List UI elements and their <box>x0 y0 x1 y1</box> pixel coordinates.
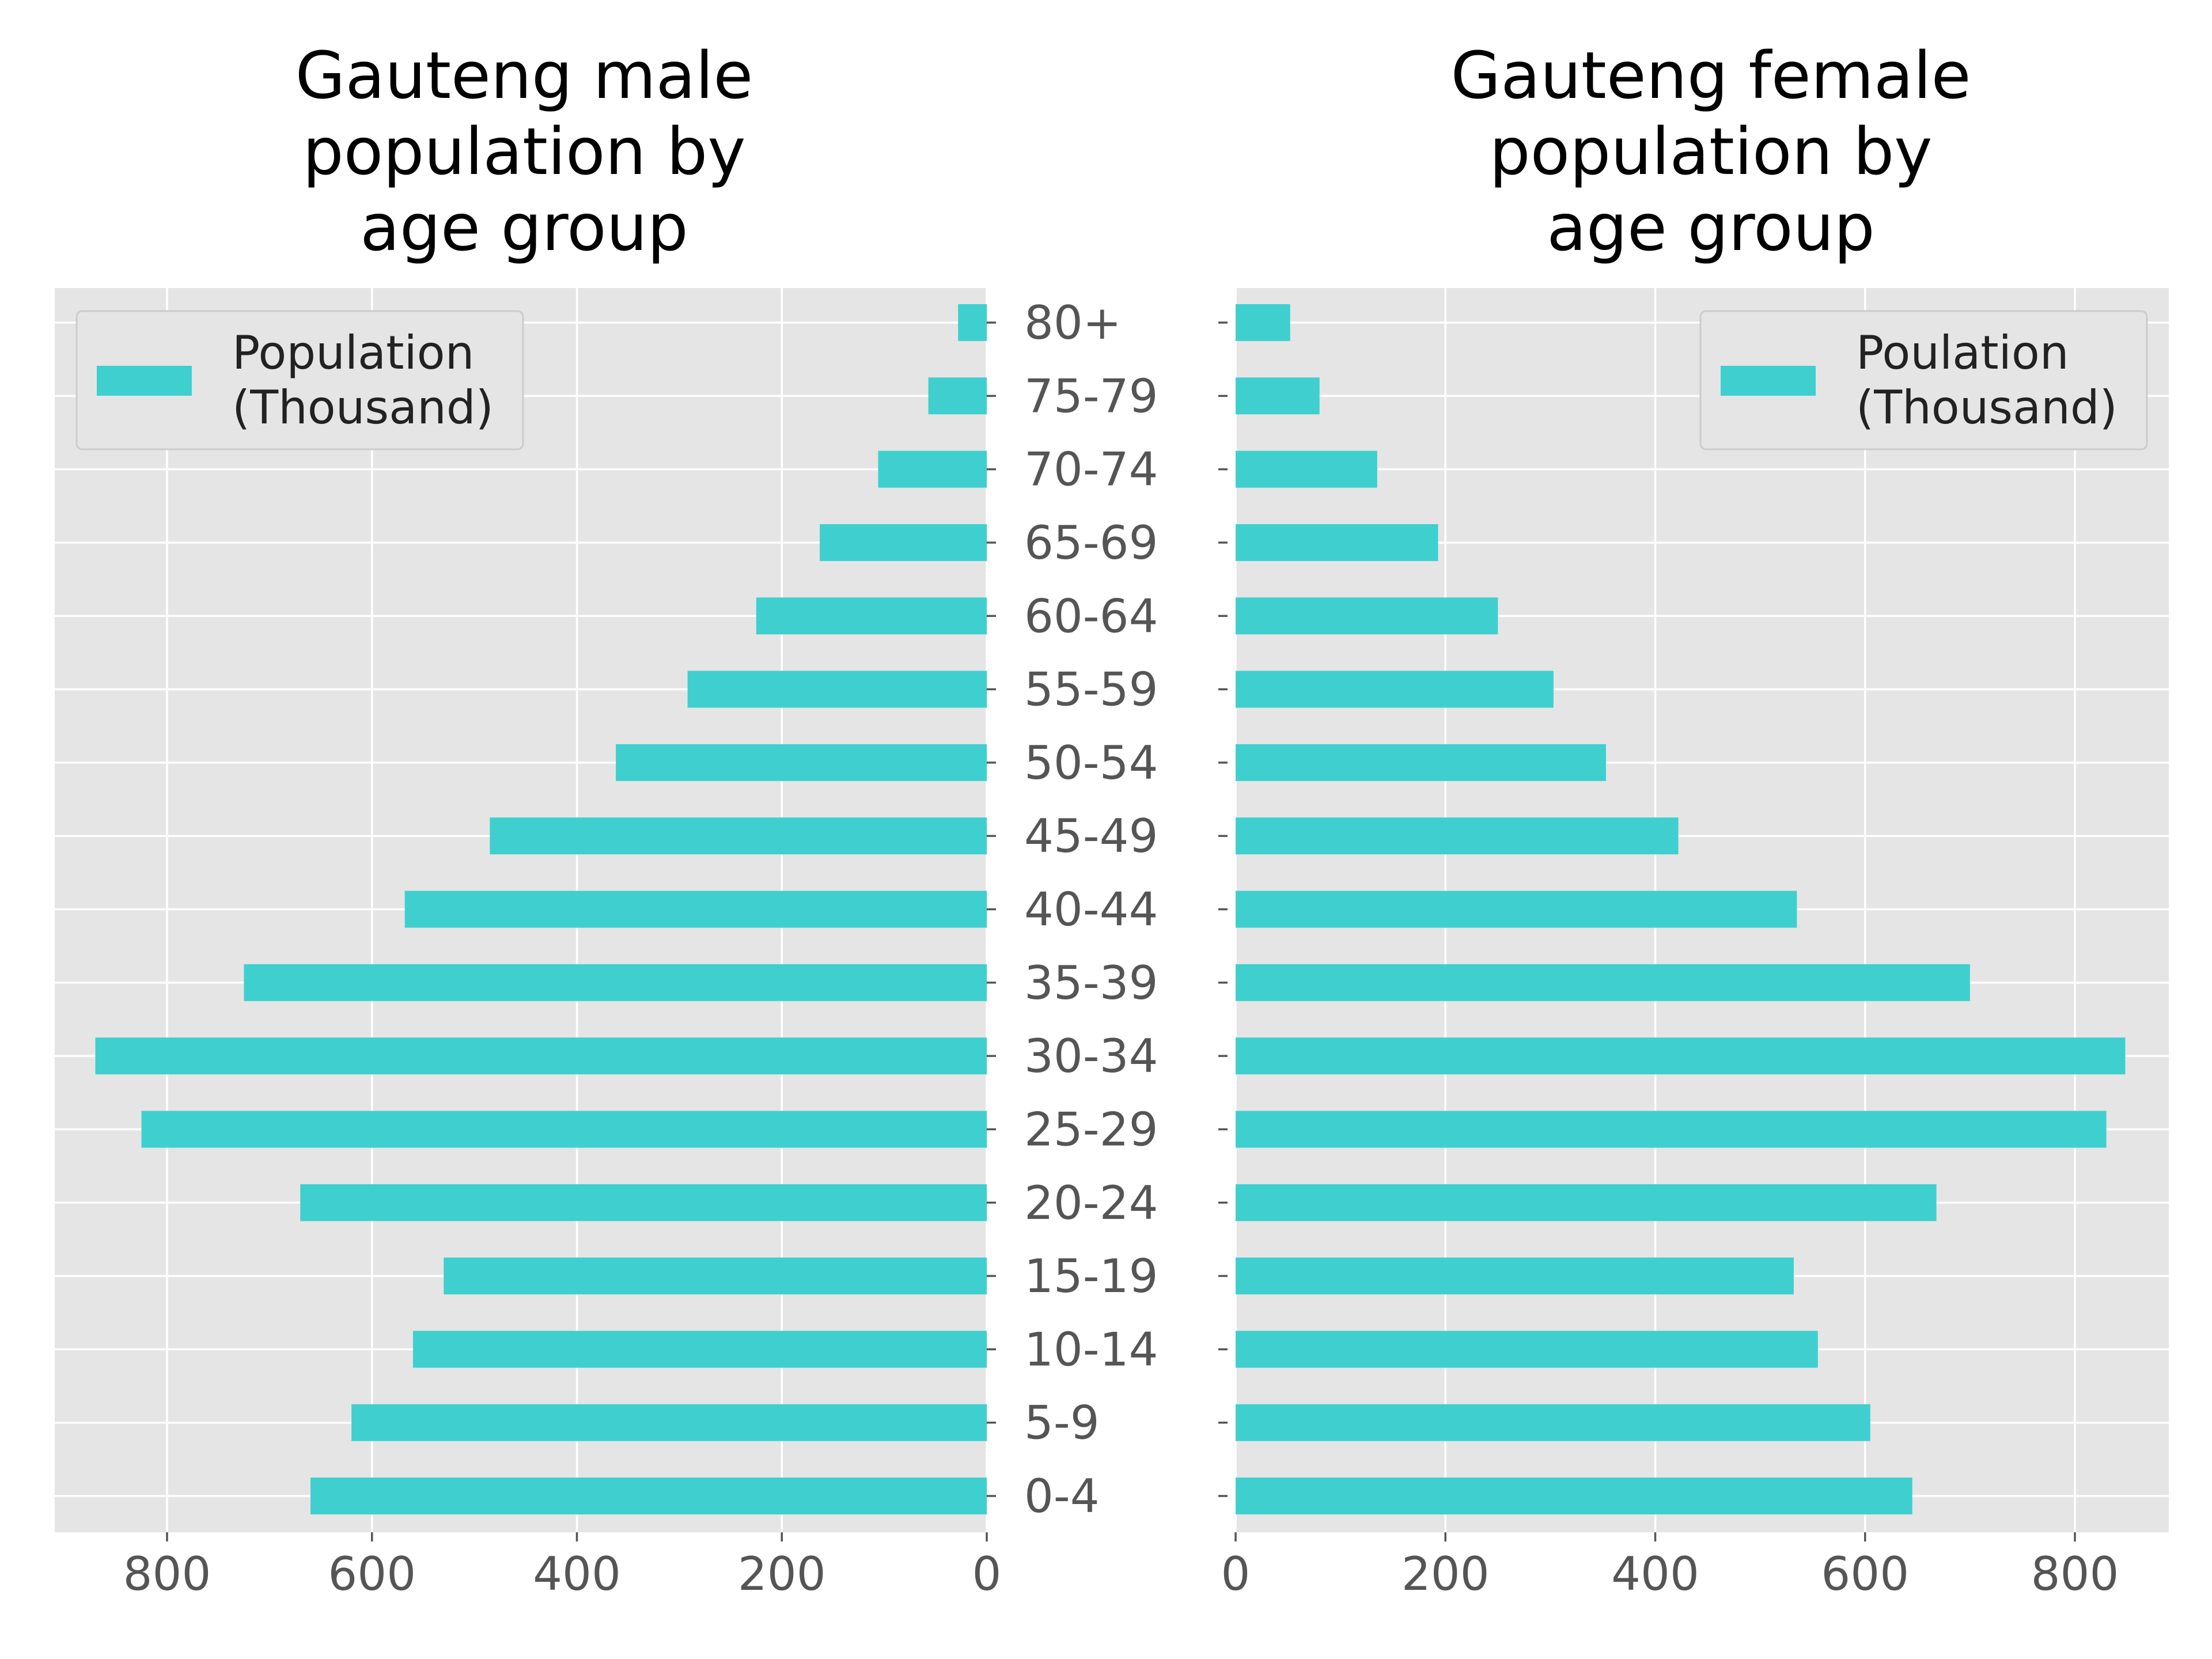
x-tick-label: 400 <box>1611 1547 1699 1601</box>
bar-10-14 <box>1236 1331 1818 1368</box>
bar-80+ <box>1236 304 1290 341</box>
bar-50-54 <box>616 744 987 781</box>
bar-70-74 <box>878 450 987 488</box>
bar-25-29 <box>1236 1111 2107 1148</box>
bar-30-34 <box>1236 1037 2126 1075</box>
y-tick-label: 70-74 <box>1024 443 1158 497</box>
bar-40-44 <box>404 891 987 928</box>
bar-10-14 <box>412 1331 987 1368</box>
chart-panel-1: 0 200 400 600 800 Gauteng female population by… <box>1218 39 2169 1601</box>
legend: Population (Thousand) <box>75 310 524 450</box>
bar-55-59 <box>687 671 987 708</box>
x-tick-label: 0 <box>1221 1547 1251 1601</box>
x-tick-label: 200 <box>1402 1547 1490 1601</box>
chart-title: Gauteng male population by age group <box>296 39 753 266</box>
bar-60-64 <box>1236 597 1498 635</box>
bar-45-49 <box>490 817 987 855</box>
bar-40-44 <box>1236 891 1797 928</box>
bar-35-39 <box>1236 964 1970 1001</box>
y-tick-label: 5-9 <box>1024 1396 1100 1450</box>
chart-panel-0: 0 200 400 600 800 0-4 5-9 10-14 15-19 20-24 25-29 3… <box>55 39 1158 1601</box>
x-tick-label: 0 <box>972 1547 1002 1601</box>
legend-swatch <box>97 366 192 396</box>
bar-80+ <box>958 304 987 341</box>
bar-75-79 <box>928 377 987 415</box>
legend-label: Population (Thousand) <box>232 326 494 434</box>
bar-5-9 <box>351 1404 987 1441</box>
y-tick-label: 30-34 <box>1024 1029 1158 1083</box>
x-tick-label: 400 <box>533 1547 621 1601</box>
bar-60-64 <box>756 597 987 635</box>
y-tick-label: 25-29 <box>1024 1103 1158 1156</box>
bar-15-19 <box>1236 1257 1794 1295</box>
bar-55-59 <box>1236 671 1554 708</box>
y-tick-label: 65-69 <box>1024 516 1158 570</box>
legend-frame <box>1699 310 2148 450</box>
y-tick-label: 10-14 <box>1024 1323 1158 1376</box>
x-tick-label: 600 <box>328 1547 416 1601</box>
bar-25-29 <box>141 1111 987 1148</box>
bar-70-74 <box>1236 450 1377 488</box>
x-tick-label: 200 <box>738 1547 826 1601</box>
y-tick-label: 15-19 <box>1024 1249 1158 1303</box>
bar-65-69 <box>820 524 987 561</box>
y-tick-label: 80+ <box>1024 296 1122 350</box>
legend-label: Poulation (Thousand) <box>1856 326 2118 434</box>
x-tick-label: 600 <box>1821 1547 1909 1601</box>
y-tick-label: 45-49 <box>1024 809 1158 863</box>
legend-swatch <box>1721 366 1816 396</box>
legend: Poulation (Thousand) <box>1699 310 2148 450</box>
bar-50-54 <box>1236 744 1606 781</box>
bar-15-19 <box>444 1257 987 1295</box>
y-tick-label: 0-4 <box>1024 1469 1100 1523</box>
y-tick-label: 60-64 <box>1024 589 1158 643</box>
y-tick-label: 55-59 <box>1024 663 1158 717</box>
y-tick-label: 40-44 <box>1024 883 1158 937</box>
bar-65-69 <box>1236 524 1438 561</box>
x-tick-label: 800 <box>2031 1547 2119 1601</box>
bar-20-24 <box>300 1184 987 1221</box>
bar-0-4 <box>310 1478 987 1514</box>
y-tick-label: 75-79 <box>1024 369 1158 423</box>
x-tick-label: 800 <box>123 1547 211 1601</box>
chart-title: Gauteng female population by age group <box>1451 39 1971 266</box>
bar-45-49 <box>1236 817 1679 855</box>
y-tick-label: 35-39 <box>1024 956 1158 1010</box>
bar-0-4 <box>1236 1478 1912 1514</box>
bar-75-79 <box>1236 377 1320 415</box>
bar-30-34 <box>95 1037 987 1075</box>
legend-frame <box>75 310 524 450</box>
y-tick-label: 50-54 <box>1024 736 1158 790</box>
y-tick-label: 20-24 <box>1024 1176 1158 1230</box>
bar-20-24 <box>1236 1184 1937 1221</box>
bar-35-39 <box>244 964 987 1001</box>
bar-5-9 <box>1236 1404 1870 1441</box>
